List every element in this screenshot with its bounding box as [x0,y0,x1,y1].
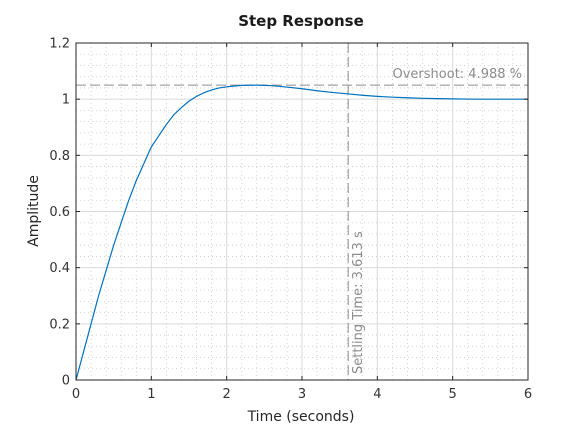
y-axis-label: Amplitude [26,175,42,247]
y-tick-label: 0.2 [49,317,70,332]
y-tick-label: 0.8 [49,149,70,164]
x-axis-label: Time (seconds) [247,409,355,425]
y-tick-label: 0 [62,374,70,389]
y-tick-label: 0.4 [49,261,70,276]
grid [75,42,529,381]
tick-labels: 0 1 2 3 4 5 6 0 0.2 0.4 0.6 0.8 1 1.2 [49,37,532,403]
step-response-line [75,84,528,381]
y-tick-label: 1 [62,93,70,108]
x-tick-label: 1 [147,387,155,402]
y-tick-label: 1.2 [49,37,70,52]
x-tick-label: 4 [373,387,381,402]
x-tick-label: 0 [72,387,80,402]
series-layer [75,84,528,381]
overshoot-label: Overshoot: 4.988 % [393,67,523,82]
x-tick-label: 6 [524,387,532,402]
x-tick-label: 2 [223,387,231,402]
y-tick-label: 0.6 [49,205,70,220]
x-tick-label: 5 [449,387,457,402]
annotation-lines [76,43,528,380]
chart-title: Step Response [238,12,364,30]
x-tick-label: 3 [298,387,306,402]
settling-time-label: Settling Time: 3.613 s [351,231,366,374]
